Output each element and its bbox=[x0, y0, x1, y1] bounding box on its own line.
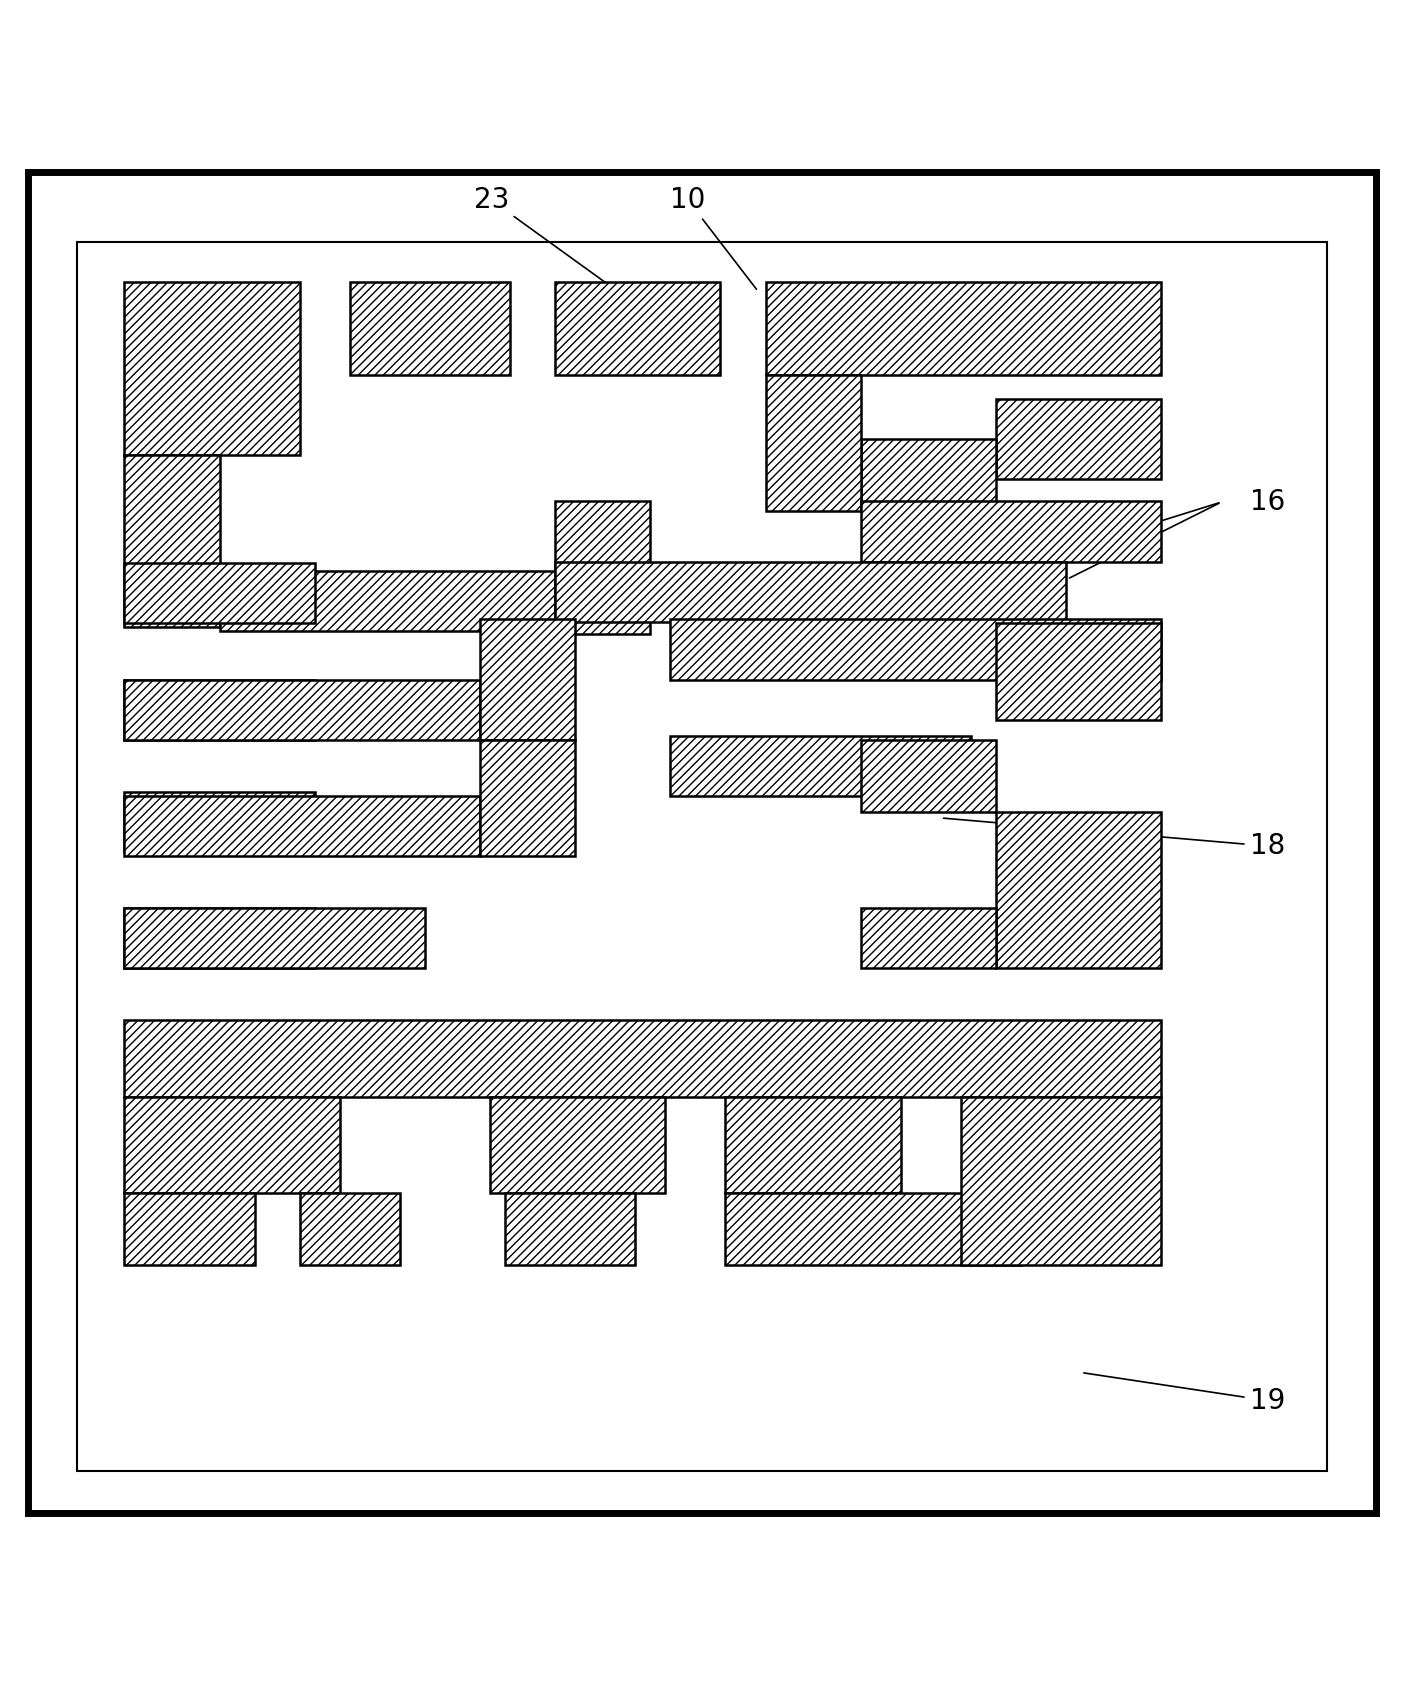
Text: 19: 19 bbox=[1084, 1372, 1285, 1415]
Bar bbox=[480, 619, 576, 739]
Bar bbox=[555, 501, 650, 634]
Bar bbox=[861, 501, 1161, 562]
Bar bbox=[490, 1096, 665, 1193]
Bar bbox=[125, 1020, 1161, 1096]
Bar bbox=[995, 812, 1161, 968]
Bar bbox=[505, 1193, 636, 1266]
Bar bbox=[125, 680, 314, 739]
Bar bbox=[125, 792, 314, 853]
Bar bbox=[765, 374, 861, 511]
Bar bbox=[125, 909, 314, 968]
Bar bbox=[125, 283, 299, 455]
Text: 16: 16 bbox=[1250, 487, 1285, 516]
Bar bbox=[219, 572, 560, 631]
Bar bbox=[77, 242, 1327, 1470]
Bar bbox=[125, 680, 480, 739]
Bar bbox=[125, 1096, 340, 1193]
Text: 18: 18 bbox=[943, 819, 1285, 860]
Text: 10: 10 bbox=[670, 186, 757, 289]
Bar bbox=[861, 438, 995, 511]
Bar bbox=[480, 739, 576, 856]
Bar bbox=[350, 283, 510, 374]
Bar bbox=[125, 795, 480, 856]
Bar bbox=[125, 563, 314, 623]
Text: 23: 23 bbox=[473, 186, 615, 289]
Bar bbox=[726, 1193, 1021, 1266]
Bar bbox=[995, 623, 1161, 719]
Bar bbox=[995, 399, 1161, 479]
Bar bbox=[125, 909, 425, 968]
Bar bbox=[299, 1193, 400, 1266]
Bar bbox=[670, 619, 1161, 680]
Bar bbox=[670, 736, 972, 795]
Bar bbox=[125, 455, 219, 628]
Bar bbox=[861, 739, 995, 812]
Bar bbox=[861, 909, 995, 968]
Bar bbox=[555, 283, 720, 374]
Bar bbox=[960, 1096, 1161, 1266]
Bar bbox=[555, 562, 1066, 621]
Bar bbox=[726, 1096, 901, 1193]
Bar bbox=[765, 283, 1161, 374]
Bar bbox=[125, 1193, 254, 1266]
